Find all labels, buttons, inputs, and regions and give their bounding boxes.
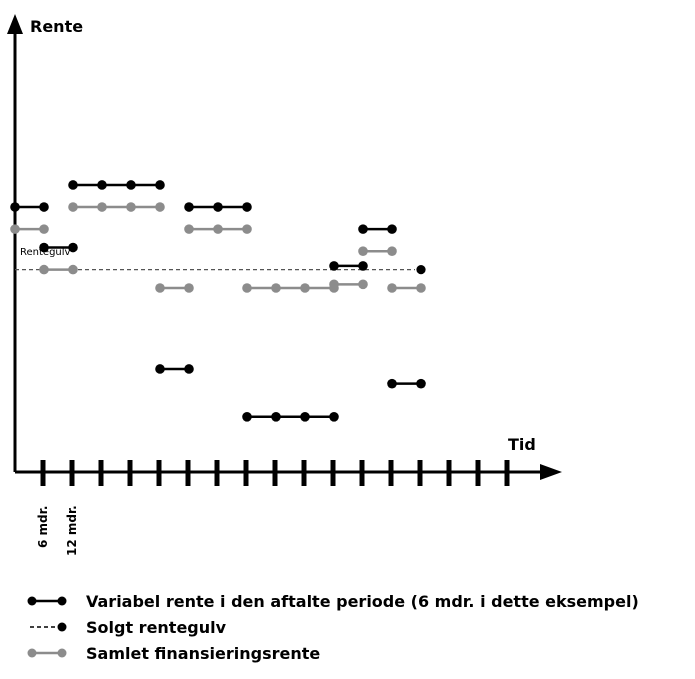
samlet-finansieringsrente-point xyxy=(10,224,20,234)
y-axis-arrowhead xyxy=(7,14,23,34)
variabel-rente-point xyxy=(358,261,368,271)
variabel-rente-point xyxy=(68,242,78,253)
interest-rate-chart: Rente Tid Rentegulv 6 mdr. 12 mdr. xyxy=(7,14,562,556)
legend-swatch-dashed xyxy=(30,622,67,632)
variabel-rente-point xyxy=(97,180,107,190)
samlet-finansieringsrente-point xyxy=(213,224,223,234)
variabel-rente-point xyxy=(242,412,252,422)
samlet-finansieringsrente-point xyxy=(126,202,136,212)
samlet-finansieringsrente-point xyxy=(242,224,252,234)
variabel-rente-point xyxy=(329,261,339,271)
legend-swatch-black-line xyxy=(27,596,67,606)
variabel-rente-point xyxy=(10,202,20,212)
x-axis-label: Tid xyxy=(508,435,536,454)
tick-label-6-mdr: 6 mdr. xyxy=(36,506,50,548)
variabel-rente-point xyxy=(213,202,223,212)
variabel-rente-point xyxy=(126,180,136,190)
variabel-rente-point xyxy=(39,202,49,212)
variabel-rente-point xyxy=(271,412,281,422)
legend-item-solgt-rentegulv: Solgt rentegulv xyxy=(22,614,694,640)
tick-label-12-mdr: 12 mdr. xyxy=(65,505,79,556)
variabel-rente-point xyxy=(300,412,310,422)
samlet-finansieringsrente-point xyxy=(39,224,49,234)
variabel-rente-point xyxy=(242,202,252,212)
variabel-rente-point xyxy=(184,202,194,212)
samlet-finansieringsrente-point xyxy=(184,283,194,293)
samlet-finansieringsrente-point xyxy=(300,283,310,293)
samlet-finansieringsrente-point xyxy=(155,202,165,212)
legend-item-variabel-rente: Variabel rente i den aftalte periode (6 … xyxy=(22,588,694,614)
variabel-rente-point xyxy=(416,378,426,389)
samlet-finansieringsrente-point xyxy=(68,202,78,212)
axes: Rente Tid xyxy=(7,14,562,480)
samlet-finansieringsrente-point xyxy=(416,283,426,293)
legend-label-solgt-rentegulv: Solgt rentegulv xyxy=(86,617,227,637)
variabel-rente-point xyxy=(68,180,78,190)
samlet-finansieringsrente-point xyxy=(387,283,397,293)
samlet-finansieringsrente-point xyxy=(184,224,194,234)
variabel-rente-point xyxy=(329,412,339,422)
variabel-rente-point xyxy=(387,378,397,389)
rentegulv-point xyxy=(416,265,426,275)
variabel-rente-point xyxy=(387,224,397,234)
samlet-finansieringsrente-point xyxy=(68,264,78,275)
legend-item-samlet-finansieringsrente: Samlet finansieringsrente xyxy=(22,640,694,666)
variabel-rente-point xyxy=(184,364,194,374)
legend-label-samlet-finansieringsrente: Samlet finansieringsrente xyxy=(86,643,321,663)
variabel-rente-point xyxy=(358,224,368,234)
legend: Variabel rente i den aftalte periode (6 … xyxy=(22,588,694,666)
variabel-rente-point xyxy=(155,180,165,190)
samlet-finansieringsrente-point xyxy=(39,264,49,275)
variabel-rente-point xyxy=(39,242,49,253)
variabel-rente-point xyxy=(155,364,165,374)
samlet-finansieringsrente-series xyxy=(10,202,426,293)
rentegulv-label: Rentegulv xyxy=(20,247,71,258)
samlet-finansieringsrente-point xyxy=(271,283,281,293)
legend-swatch-gray-line xyxy=(27,648,67,658)
variabel-rente-series xyxy=(10,180,426,422)
samlet-finansieringsrente-point xyxy=(155,283,165,293)
x-axis-arrowhead xyxy=(540,464,562,480)
x-axis-ticks xyxy=(40,460,510,486)
samlet-finansieringsrente-point xyxy=(97,202,107,212)
renteguld-layer xyxy=(15,265,426,275)
samlet-finansieringsrente-point xyxy=(358,246,368,256)
samlet-finansieringsrente-point xyxy=(242,283,252,293)
legend-label-variabel-rente: Variabel rente i den aftalte periode (6 … xyxy=(86,591,639,611)
samlet-finansieringsrente-point xyxy=(329,279,339,290)
y-axis-label: Rente xyxy=(30,17,83,36)
samlet-finansieringsrente-point xyxy=(358,279,368,290)
samlet-finansieringsrente-point xyxy=(387,246,397,256)
